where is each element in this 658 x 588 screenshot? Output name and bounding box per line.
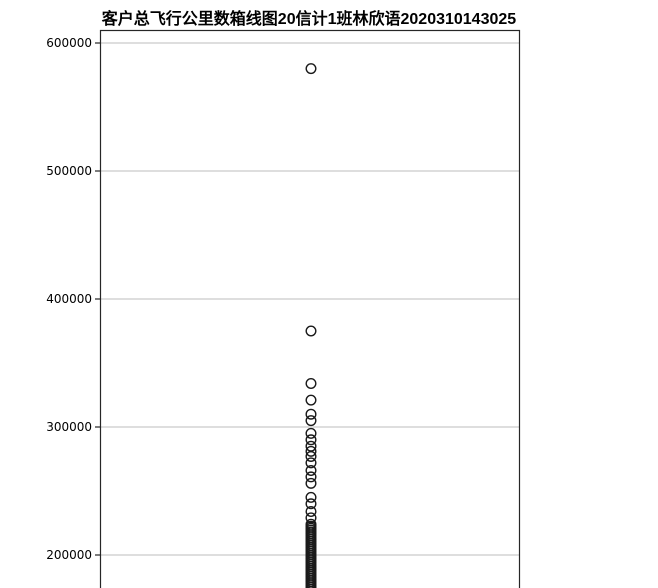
outlier-point — [305, 434, 317, 446]
y-tick-label: 500000 — [46, 164, 92, 178]
outlier-point — [306, 585, 316, 588]
outlier-point — [305, 491, 317, 503]
y-tick-label: 600000 — [46, 36, 92, 50]
outlier-point — [305, 465, 317, 477]
outlier-point — [305, 450, 317, 462]
outlier-point — [305, 408, 317, 420]
outlier-point — [305, 415, 317, 427]
y-tick-label: 200000 — [46, 548, 92, 562]
outlier-point — [305, 394, 317, 406]
outlier-point — [305, 584, 317, 588]
outlier-point — [305, 377, 317, 389]
outlier-point — [305, 427, 317, 439]
outlier-point — [305, 505, 317, 517]
outlier-point — [305, 498, 317, 510]
outlier-point — [305, 477, 317, 489]
outlier-point — [305, 471, 317, 483]
outlier-point — [305, 325, 317, 337]
outlier-point — [305, 457, 317, 469]
outlier-point — [305, 63, 317, 75]
y-tick-label: 400000 — [46, 292, 92, 306]
y-tick-label: 300000 — [46, 420, 92, 434]
plot-border — [99, 29, 521, 588]
outlier-point — [305, 445, 317, 457]
chart-title: 客户总飞行公里数箱线图20信计1班林欣语2020310143025 — [101, 11, 517, 28]
